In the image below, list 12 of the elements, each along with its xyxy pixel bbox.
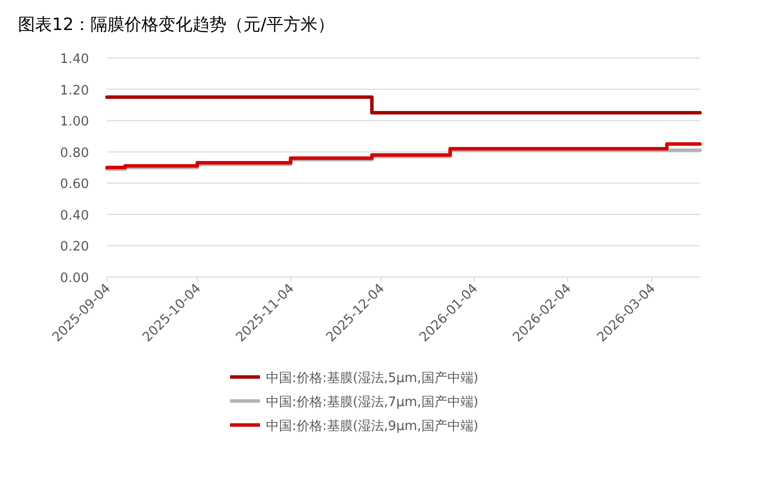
y-tick-label: 1.20 (60, 83, 89, 98)
y-tick-label: 1.40 (60, 52, 89, 67)
y-tick-label: 1.00 (60, 114, 89, 130)
chart-title: 图表12：隔膜价格变化趋势（元/平方米） (18, 15, 334, 35)
y-tick-label: 0.60 (60, 177, 89, 192)
y-tick-label: 0.40 (60, 208, 89, 224)
y-tick-label: 0.80 (60, 146, 89, 161)
legend-label: 中国:价格:基膜(湿法,9μm,国产中端) (266, 419, 478, 434)
y-tick-label: 0.20 (60, 240, 89, 255)
legend-label: 中国:价格:基膜(湿法,5μm,国产中端) (266, 371, 478, 386)
legend-label: 中国:价格:基膜(湿法,7μm,国产中端) (266, 395, 478, 410)
y-tick-label: 0.00 (60, 271, 89, 286)
